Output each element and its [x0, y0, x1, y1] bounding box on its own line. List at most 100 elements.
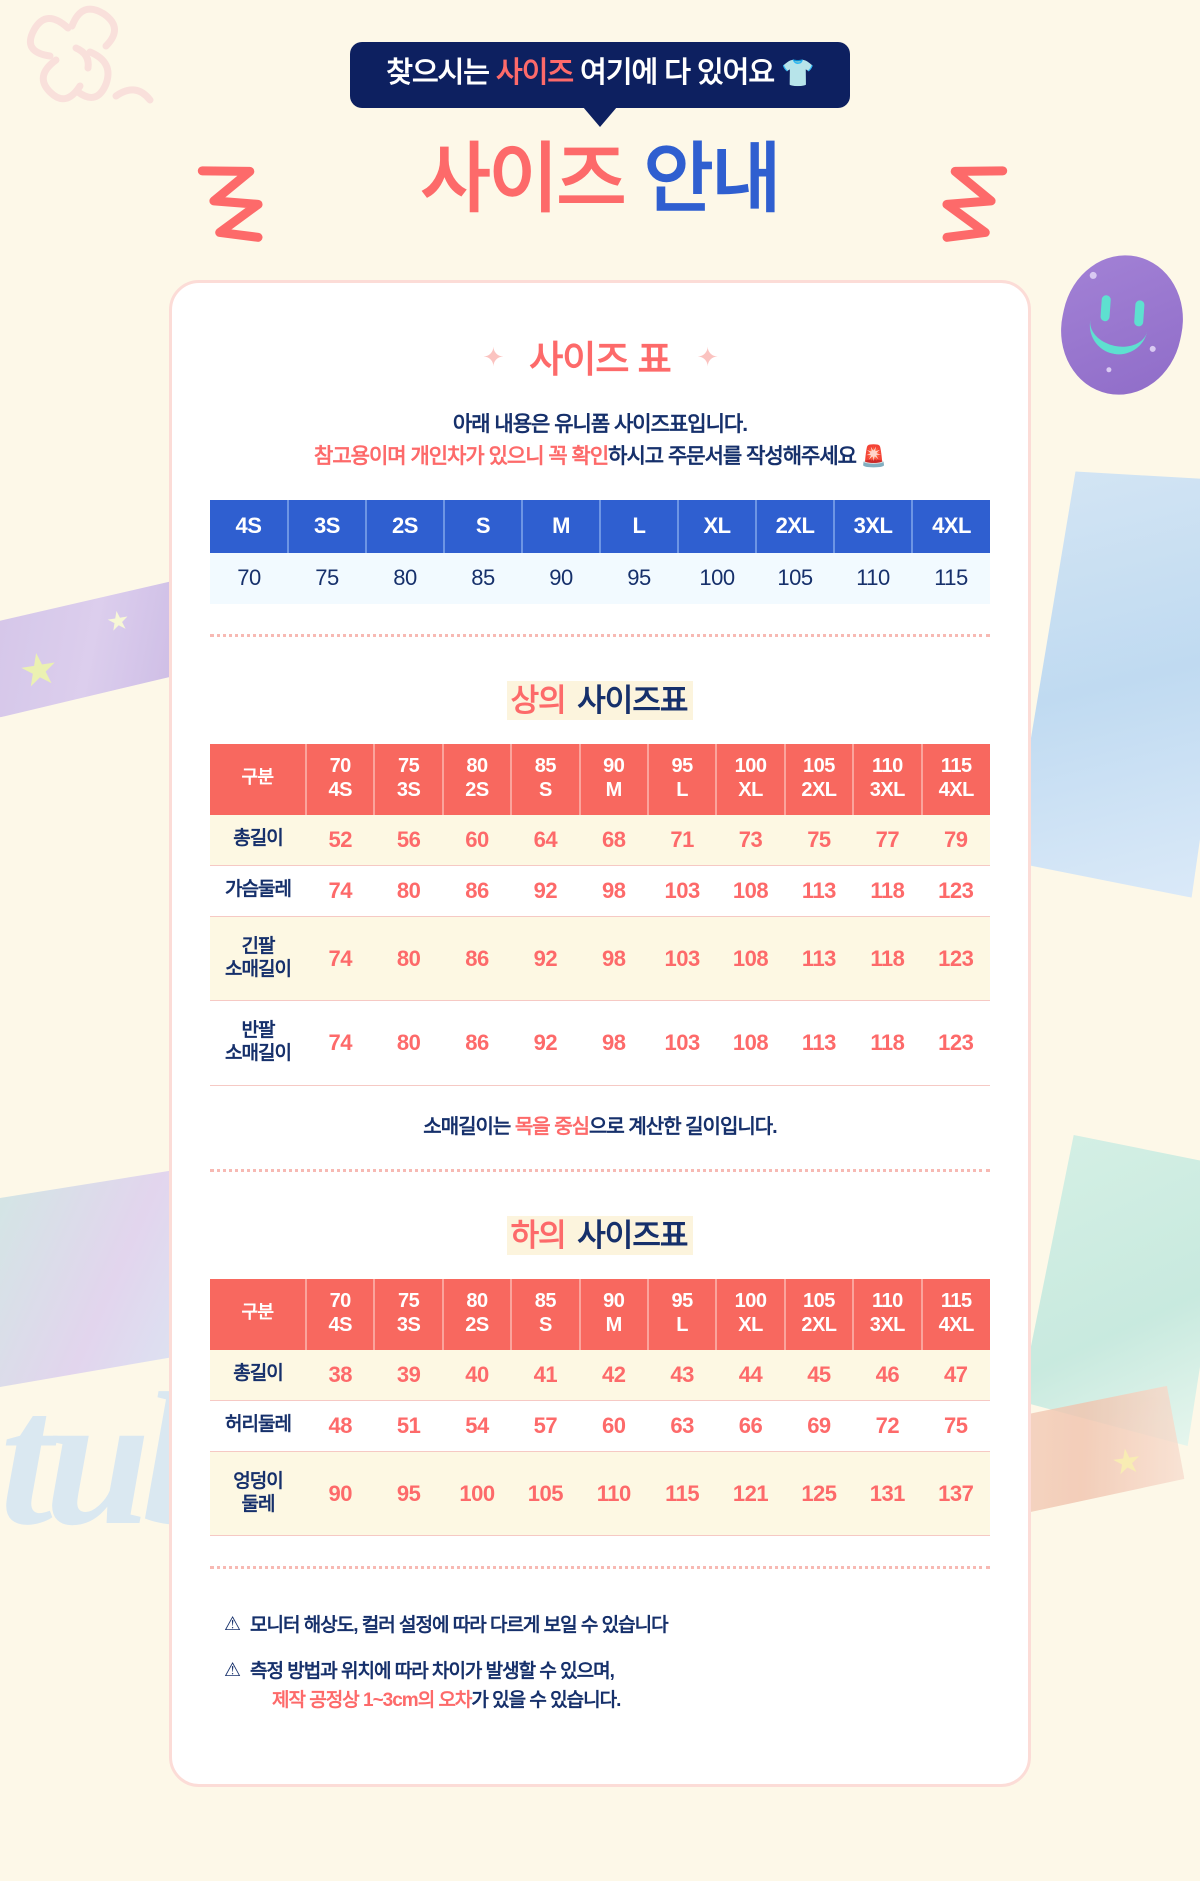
- top-size-header-cell: 95 L: [647, 743, 718, 815]
- bottom-header-size: 2S: [465, 1314, 489, 1337]
- speech-text-pre: 찾으시는: [386, 57, 497, 89]
- top-size-header-cell: 80 2S: [442, 743, 513, 815]
- top-heading-rest: 사이즈표: [569, 680, 694, 720]
- top-measure-cell: 103: [647, 916, 717, 1002]
- bottom-header-num: 105: [802, 1289, 835, 1312]
- star-small-icon: ★: [104, 604, 132, 638]
- bottom-heading-mark: 하의: [506, 1215, 570, 1255]
- size-band-header-cell: 2XL: [756, 499, 835, 553]
- siren-icon: 🚨: [860, 445, 887, 469]
- size-band-header-cell: L: [600, 499, 679, 553]
- top-header-size: XL: [738, 779, 763, 802]
- bottom-measure-cell: 95: [374, 1451, 443, 1537]
- top-measure-cell: 79: [921, 814, 990, 866]
- squiggle-right-icon: [923, 147, 1017, 267]
- bottom-header-size: S: [538, 1314, 552, 1337]
- top-measure-cell: 92: [511, 865, 580, 917]
- sleeve-note-pre: 소매길이는: [423, 1115, 515, 1138]
- size-guide-card: ✦ 사이즈 표 ✦ 아래 내용은 유니폼 사이즈표입니다. 참고용이며 개인차가 있…: [169, 279, 1031, 1787]
- sparkle-right-icon: ✦: [696, 341, 719, 372]
- bottom-measure-cell: 54: [442, 1400, 512, 1452]
- bottom-size-table: 구분 70 4S 75 3S 80 2S 85 S 90 M 95 L 100 XL 105 2XL 110 3XL…: [210, 1278, 990, 1537]
- top-measure-cell: 80: [374, 865, 443, 917]
- bottom-measure-cell: 44: [716, 1349, 785, 1401]
- footer-notes: ⚠ 모니터 해상도, 컬러 설정에 따라 다르게 보일 수 있습니다 ⚠ 측정 …: [210, 1611, 990, 1715]
- divider-dotted-2: [210, 1168, 990, 1172]
- top-measure-cell: 113: [784, 916, 854, 1002]
- bottom-size-header-cell: 115 4XL: [921, 1278, 990, 1350]
- top-header-size: 2S: [465, 779, 489, 802]
- sleeve-note-post: 으로 계산한 길이입니다.: [589, 1115, 778, 1138]
- description-line-1: 아래 내용은 유니폼 사이즈표입니다.: [452, 412, 748, 436]
- size-band: 4S 3S 2S S M L XL 2XL 3XL 4XL 70 75 80 85 90 95 100 105 1…: [210, 499, 990, 604]
- top-measure-cell: 92: [511, 1000, 580, 1086]
- top-measure-cell: 123: [921, 865, 990, 917]
- top-measure-cell: 113: [784, 1000, 854, 1086]
- table-row: 긴팔 소매길이 74 80 86 92 98 103 108 113 118 123: [210, 916, 990, 1002]
- top-row-label: 반팔 소매길이: [210, 1000, 306, 1086]
- card-title-text: 사이즈 표: [529, 338, 671, 380]
- table-row: 총길이 52 56 60 64 68 71 73 75 77 79: [210, 814, 990, 866]
- top-measure-cell: 98: [579, 865, 648, 917]
- top-size-header-cell: 85 S: [511, 743, 581, 815]
- bottom-measure-cell: 39: [374, 1349, 443, 1401]
- sparkle-left-icon: ✦: [482, 341, 504, 372]
- top-header-size: 4XL: [938, 779, 975, 802]
- bottom-header-size: L: [676, 1314, 688, 1337]
- bottom-measure-cell: 43: [647, 1349, 717, 1401]
- washi-tape-blue: [1009, 461, 1200, 900]
- size-band-value-cell: 70: [210, 552, 288, 604]
- size-band-header-cell: 2S: [366, 499, 445, 553]
- size-band-value-cell: 80: [366, 552, 444, 604]
- top-measure-cell: 86: [442, 916, 512, 1002]
- bottom-header-num: 90: [603, 1289, 625, 1312]
- bottom-header-num: 70: [329, 1289, 352, 1312]
- bottom-measure-cell: 63: [647, 1400, 717, 1452]
- bottom-measure-cell: 75: [921, 1400, 990, 1452]
- speech-text-highlight: 사이즈: [496, 57, 574, 89]
- top-header-size: M: [605, 779, 623, 802]
- card-description: 아래 내용은 유니폼 사이즈표입니다. 참고용이며 개인차가 있으니 꼭 확인하…: [210, 409, 990, 474]
- bottom-row-label: 총길이: [210, 1349, 306, 1401]
- size-band-header-cell: 3XL: [834, 499, 913, 553]
- bottom-measure-cell: 110: [579, 1451, 648, 1537]
- size-band-header-cell: 4S: [210, 499, 289, 553]
- top-measure-cell: 56: [374, 814, 443, 866]
- top-header-num: 75: [397, 754, 420, 777]
- top-measure-cell: 98: [579, 916, 648, 1002]
- bottom-section-heading: 하의 사이즈표: [210, 1210, 990, 1255]
- bottom-size-header-cell: 90 M: [579, 1278, 649, 1350]
- description-line-2: 참고용이며 개인차가 있으니 꼭 확인하시고 주문서를 작성해주세요 🚨: [210, 441, 990, 474]
- page-title-part-a: 사이즈: [420, 136, 627, 222]
- divider-dotted-3: [210, 1566, 990, 1570]
- size-band-header-cell: 3S: [288, 499, 367, 553]
- top-measure-cell: 108: [716, 1000, 785, 1086]
- page-title-part-b: 안내: [643, 136, 782, 222]
- bottom-header-num: 110: [871, 1289, 903, 1312]
- bottom-header-size: M: [605, 1314, 623, 1337]
- top-size-header-cell: 110 3XL: [853, 743, 923, 815]
- top-header-size: 3S: [396, 779, 421, 802]
- top-header-num: 110: [871, 754, 903, 777]
- bottom-size-header-cell: 70 4S: [306, 1278, 376, 1350]
- top-measure-cell: 92: [511, 916, 580, 1002]
- bottom-measure-cell: 48: [306, 1400, 375, 1452]
- bottom-measure-cell: 125: [784, 1451, 854, 1537]
- bottom-measure-cell: 57: [511, 1400, 580, 1452]
- sleeve-note-highlight: 목을 중심: [514, 1115, 590, 1138]
- washi-tape-green: [1017, 1132, 1200, 1447]
- top-size-header-cell: 115 4XL: [921, 743, 990, 815]
- top-header-num: 70: [329, 754, 352, 777]
- bottom-header-size: 3S: [396, 1314, 421, 1337]
- top-measure-cell: 103: [647, 1000, 717, 1086]
- size-band-header-cell: XL: [678, 499, 757, 553]
- divider-dotted-1: [210, 633, 990, 637]
- note-2-body: 측정 방법과 위치에 따라 차이가 발생할 수 있으며, 제작 공정상 1~3c…: [250, 1657, 621, 1716]
- bottom-size-table-wrap: 구분 70 4S 75 3S 80 2S 85 S 90 M 95 L 100 XL 105 2XL 110 3XL…: [210, 1278, 990, 1537]
- top-measure-cell: 123: [921, 916, 990, 1002]
- bottom-header-num: 100: [734, 1289, 767, 1312]
- top-size-header-cell: 105 2XL: [784, 743, 855, 815]
- bottom-header-num: 75: [397, 1289, 420, 1312]
- top-size-header-cell: 75 3S: [374, 743, 444, 815]
- top-table-header-row: 구분 70 4S 75 3S 80 2S 85 S 90 M 95 L 100 XL 105 2XL 110 3XL…: [210, 743, 990, 815]
